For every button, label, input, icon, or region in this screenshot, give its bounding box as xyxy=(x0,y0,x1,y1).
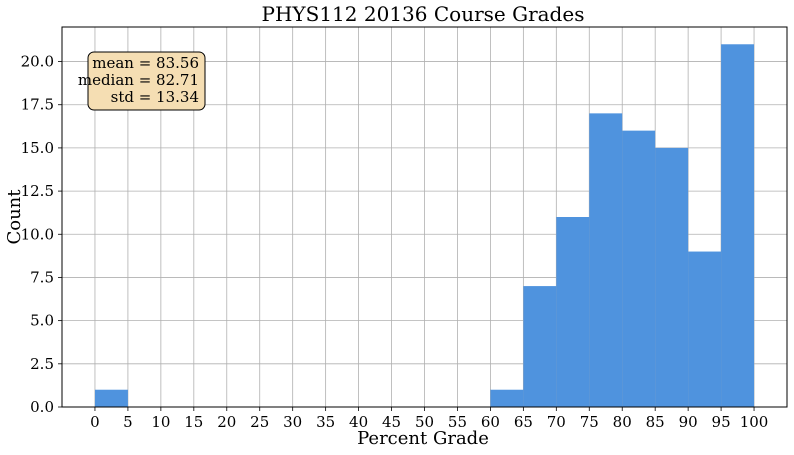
x-tick-label: 15 xyxy=(184,413,203,431)
histogram-bar-75-80 xyxy=(589,113,623,407)
histogram-bar-65-70 xyxy=(523,286,557,407)
x-tick-label: 55 xyxy=(448,413,467,431)
x-tick-label: 0 xyxy=(90,413,100,431)
x-tick-label: 95 xyxy=(712,413,731,431)
y-tick-label: 0.0 xyxy=(30,398,54,416)
x-tick-label: 85 xyxy=(646,413,665,431)
y-tick-label: 5.0 xyxy=(30,312,54,330)
y-tick-label: 7.5 xyxy=(30,268,54,286)
x-tick-label: 65 xyxy=(514,413,533,431)
histogram-bar-70-75 xyxy=(556,217,590,407)
x-tick-label: 100 xyxy=(740,413,769,431)
stat-median: median = 82.71 xyxy=(78,71,199,89)
x-tick-label: 90 xyxy=(679,413,698,431)
y-tick-label: 10.0 xyxy=(21,225,54,243)
x-tick-label: 60 xyxy=(481,413,500,431)
x-tick-label: 50 xyxy=(415,413,434,431)
histogram-bar-95-100 xyxy=(721,44,755,407)
x-tick-label: 25 xyxy=(250,413,269,431)
x-tick-label: 80 xyxy=(613,413,632,431)
y-tick-label: 20.0 xyxy=(21,53,54,71)
x-tick-label: 20 xyxy=(217,413,236,431)
x-tick-label: 40 xyxy=(349,413,368,431)
y-tick-label: 15.0 xyxy=(21,139,54,157)
x-tick-label: 70 xyxy=(547,413,566,431)
histogram-bar-80-85 xyxy=(622,130,656,408)
stats-box: mean = 83.56 median = 82.71 std = 13.34 xyxy=(78,51,206,111)
y-axis-ticks: 0.0 2.5 5.0 7.5 10.0 12.5 15.0 17.5 20.0 xyxy=(21,53,62,416)
x-tick-label: 10 xyxy=(151,413,170,431)
stat-std: std = 13.34 xyxy=(111,88,199,106)
x-axis-label: Percent Grade xyxy=(357,428,489,449)
x-axis-ticks: 0 5 10 15 20 25 30 35 40 45 50 55 60 65 70 75 80 85 90 95 10… xyxy=(90,407,768,431)
stats-box-background xyxy=(87,51,206,111)
y-tick-label: 12.5 xyxy=(21,182,54,200)
x-tick-label: 75 xyxy=(580,413,599,431)
histogram-bar-90-95 xyxy=(688,251,722,407)
histogram-bar-85-90 xyxy=(655,147,689,407)
histogram-bar-60-65 xyxy=(490,389,524,407)
x-tick-label: 45 xyxy=(382,413,401,431)
x-tick-label: 35 xyxy=(316,413,335,431)
y-tick-label: 17.5 xyxy=(21,96,54,114)
x-tick-label: 5 xyxy=(123,413,133,431)
x-tick-label: 30 xyxy=(283,413,302,431)
stat-mean: mean = 83.56 xyxy=(92,54,199,72)
chart-title: PHYS112 20136 Course Grades xyxy=(262,2,585,26)
y-tick-label: 2.5 xyxy=(30,355,54,373)
y-axis-label: Count xyxy=(4,189,25,245)
histogram-bar-0-5 xyxy=(94,389,128,407)
bars xyxy=(94,44,755,408)
